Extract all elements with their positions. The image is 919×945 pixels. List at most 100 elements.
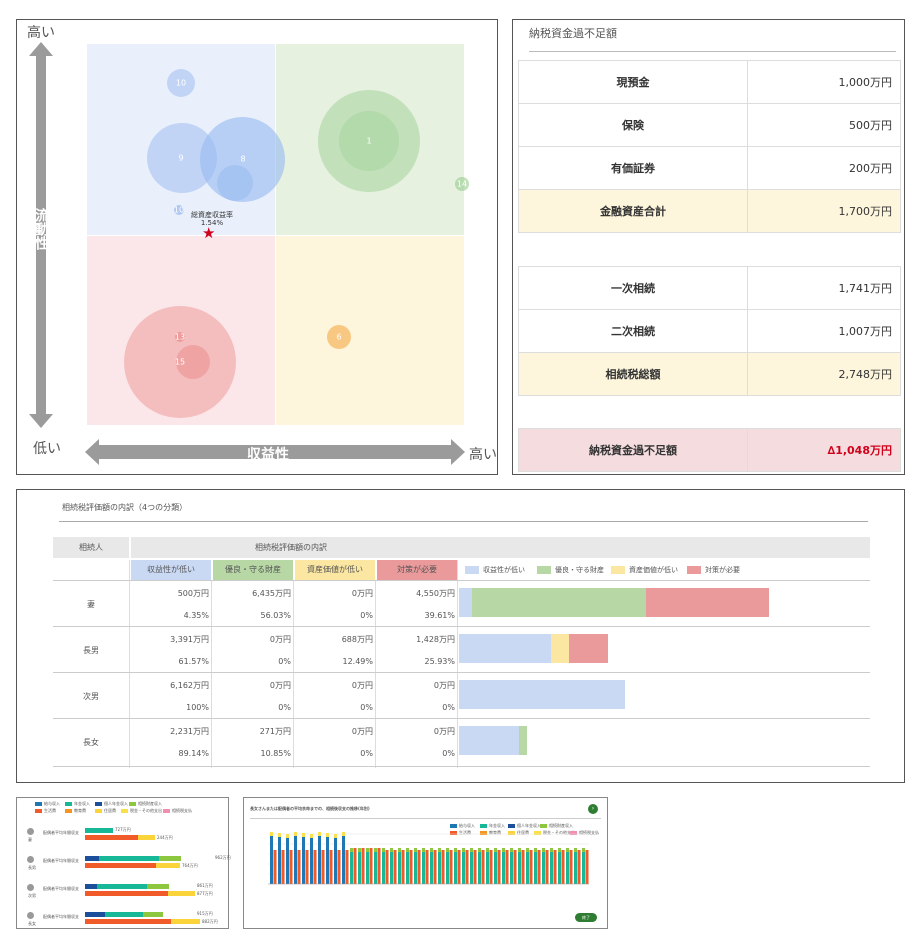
category-good-assets: 優良・守る財産 (213, 560, 293, 580)
header-breakdown-text: 相続税評価額の内訳 (255, 543, 327, 552)
row-label: 金融資産合計 (518, 189, 748, 233)
category-low-value: 資産価値が低い (295, 560, 375, 580)
asset-bubble[interactable] (217, 165, 253, 201)
row-value: 1,007万円 (747, 309, 901, 353)
legend-label: 生活費 (459, 830, 471, 835)
y-axis-low-label: 低い (33, 441, 61, 457)
quadrant-top-right (276, 44, 464, 235)
expense-bar (393, 850, 397, 884)
bar-segment (85, 863, 157, 868)
legend-item: 優良・守る財産 (537, 565, 604, 575)
close-icon[interactable]: › (588, 804, 598, 814)
amount-cell: 2,231万円 (170, 727, 209, 736)
legend-label: 教育費 (489, 830, 501, 835)
income-bar (478, 852, 481, 884)
result-label: 納税資金過不足額 (518, 428, 748, 472)
expense-bar (329, 850, 333, 884)
legend-swatch (450, 831, 457, 835)
income-bar (278, 837, 281, 884)
table-row: 一次相続 1,741万円 (518, 266, 901, 310)
trend-chart (268, 832, 589, 885)
row-value: 1,741万円 (747, 266, 901, 310)
asset-bubble[interactable] (327, 325, 351, 349)
bar-segment (167, 891, 195, 896)
asset-bubble[interactable] (318, 90, 420, 192)
legend-swatch (450, 824, 457, 828)
bubble-label: 1 (366, 136, 372, 146)
legend-label: 給与収入 (44, 801, 60, 806)
asset-bubble[interactable] (175, 332, 185, 342)
finish-button[interactable]: 終了 (575, 913, 597, 922)
income-bar-cap (390, 848, 393, 852)
row-label: 配偶者平均年間収支 (43, 886, 79, 891)
income-bar (526, 852, 529, 884)
legend-label: 個人年金収入 (104, 801, 128, 806)
legend-label: 個人年金収入 (517, 823, 541, 828)
legend-swatch (95, 809, 102, 813)
bar-segment (85, 828, 113, 833)
percent-cell: 0% (360, 611, 373, 620)
income-bar-cap (526, 848, 529, 852)
heir-name: 長女 (83, 738, 99, 747)
expense-bar (465, 850, 469, 884)
income-bar-cap (558, 848, 561, 852)
income-bar-cap (518, 848, 521, 852)
legend-label: 住居費 (517, 830, 529, 835)
legend-swatch (95, 802, 102, 806)
percent-cell: 12.49% (342, 657, 373, 666)
bar-segment (99, 856, 159, 861)
row-divider (53, 672, 870, 673)
income-bar (438, 852, 441, 884)
income-bar-cap (334, 834, 337, 838)
expense-bar (441, 850, 445, 884)
row-value: 2,748万円 (747, 352, 901, 396)
income-bar (542, 852, 545, 884)
income-bar (486, 852, 489, 884)
amount-cell: 0万円 (351, 589, 373, 598)
asset-bubble[interactable] (339, 111, 399, 171)
bubble-label: 13 (174, 332, 186, 342)
income-bar (390, 852, 393, 884)
income-bar (318, 836, 321, 884)
row-label: 有価証券 (518, 146, 748, 190)
legend-label: 生活費 (44, 808, 56, 813)
column-divider (129, 560, 130, 768)
row-value: 500万円 (747, 103, 901, 147)
expense-bar (353, 848, 357, 884)
legend-swatch (611, 566, 625, 574)
expense-bar (553, 850, 557, 884)
bar-segment (143, 912, 163, 917)
amount-cell: 6,162万円 (170, 681, 209, 690)
annual-balance-thumbnail[interactable]: 給与収入 年金収入 個人年金収入 相続財産収入 生活費 教育費 住居費 税金・その他支出 相続税… (16, 797, 231, 929)
legend-label: 年金収入 (74, 801, 90, 806)
income-bar (430, 852, 433, 884)
row-label: 配偶者平均年間収支 (43, 858, 79, 863)
asset-bubble[interactable] (176, 345, 210, 379)
percent-cell: 89.14% (178, 749, 209, 758)
balance-trend-thumbnail[interactable]: 長女さんまたは配偶者の平均余命までの、相続後収支の推移(年別) › 給与収入 年金… (243, 797, 608, 929)
y-axis-title: 流動性 (33, 208, 49, 254)
star-icon: ★ (202, 224, 216, 242)
row-label: 配偶者平均年間収支 (43, 830, 79, 835)
legend-swatch (508, 824, 515, 828)
expense-bar (273, 850, 277, 884)
thumbnail-title: 長女さんまたは配偶者の平均余命までの、相続後収支の推移(年別) (250, 806, 370, 811)
bar-segment (85, 835, 138, 840)
income-bar (446, 852, 449, 884)
x-axis-high-label: 高い (469, 447, 497, 463)
bubble-label: 14 (456, 179, 468, 189)
header-heir: 相続人 (53, 537, 129, 558)
table-row: 二次相続 1,007万円 (518, 309, 901, 353)
result-value: ∆1,048万円 (747, 428, 901, 472)
bar-segment (472, 588, 647, 617)
legend-swatch (121, 809, 128, 813)
asset-bubble[interactable] (455, 177, 469, 191)
asset-bubble[interactable] (167, 69, 195, 97)
asset-bubble[interactable] (174, 205, 184, 215)
tax-funds-shortage-panel: 納税資金過不足額 現預金 1,000万円 保険 500万円 有価証券 200万円 金融… (512, 19, 905, 475)
income-bar (366, 852, 369, 884)
income-bar (574, 852, 577, 884)
income-bar-cap (382, 848, 385, 852)
person-icon (27, 912, 34, 919)
legend-label: 給与収入 (459, 823, 475, 828)
